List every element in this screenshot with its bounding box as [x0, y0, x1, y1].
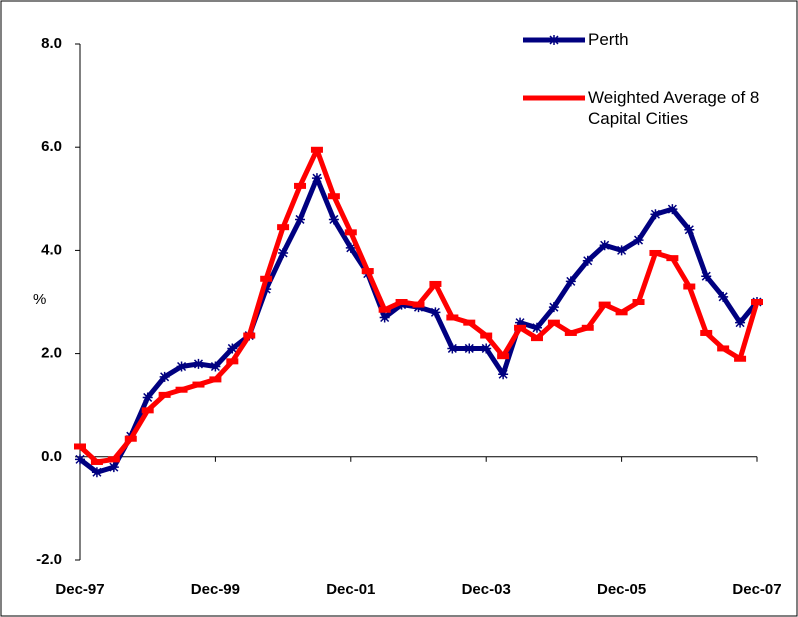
point-marker — [278, 247, 289, 258]
point-marker — [75, 454, 85, 465]
point-marker — [447, 343, 458, 354]
point-marker — [430, 307, 441, 318]
y-tick-label: 8.0 — [41, 35, 62, 52]
y-tick-label: 6.0 — [41, 138, 62, 155]
point-marker — [91, 467, 102, 478]
y-axis-label: % — [33, 291, 46, 308]
point-marker — [701, 271, 712, 282]
point-marker — [735, 317, 746, 328]
point-marker — [650, 209, 661, 220]
point-marker — [142, 392, 153, 403]
point-marker — [565, 276, 576, 287]
x-tick-label: Dec-99 — [191, 581, 240, 598]
series-line — [78, 175, 759, 475]
point-marker — [311, 173, 322, 184]
point-marker — [616, 245, 627, 256]
point-marker — [481, 343, 492, 354]
legend-marker — [549, 35, 559, 45]
point-marker — [531, 322, 542, 333]
point-marker — [345, 242, 356, 253]
y-tick-label: 4.0 — [41, 241, 62, 258]
point-marker — [633, 235, 644, 246]
point-marker — [176, 361, 187, 372]
y-tick-label: 2.0 — [41, 345, 62, 362]
point-marker — [498, 369, 509, 380]
y-tick-label: 0.0 — [41, 448, 62, 465]
point-marker — [295, 214, 306, 225]
point-marker — [515, 317, 526, 328]
x-tick-label: Dec-07 — [732, 581, 781, 598]
x-tick-label: Dec-03 — [462, 581, 511, 598]
point-marker — [599, 240, 610, 251]
point-marker — [684, 224, 695, 235]
point-marker — [159, 371, 170, 382]
point-marker — [108, 462, 119, 473]
x-tick-label: Dec-97 — [55, 581, 104, 598]
x-tick-label: Dec-01 — [326, 581, 375, 598]
point-marker — [667, 204, 678, 215]
point-marker — [227, 343, 238, 354]
legend-label: Perth — [588, 30, 629, 49]
y-tick-label: -2.0 — [36, 551, 62, 568]
point-marker — [193, 358, 204, 369]
point-marker — [718, 291, 729, 302]
point-marker — [379, 312, 390, 323]
x-tick-label: Dec-05 — [597, 581, 646, 598]
legend-label: Weighted Average of 8 Capital Cities — [588, 88, 760, 128]
point-marker — [328, 214, 339, 225]
point-marker — [210, 361, 221, 372]
point-marker — [582, 255, 593, 266]
point-marker — [464, 343, 475, 354]
point-marker — [548, 302, 559, 313]
point-marker — [261, 284, 272, 295]
